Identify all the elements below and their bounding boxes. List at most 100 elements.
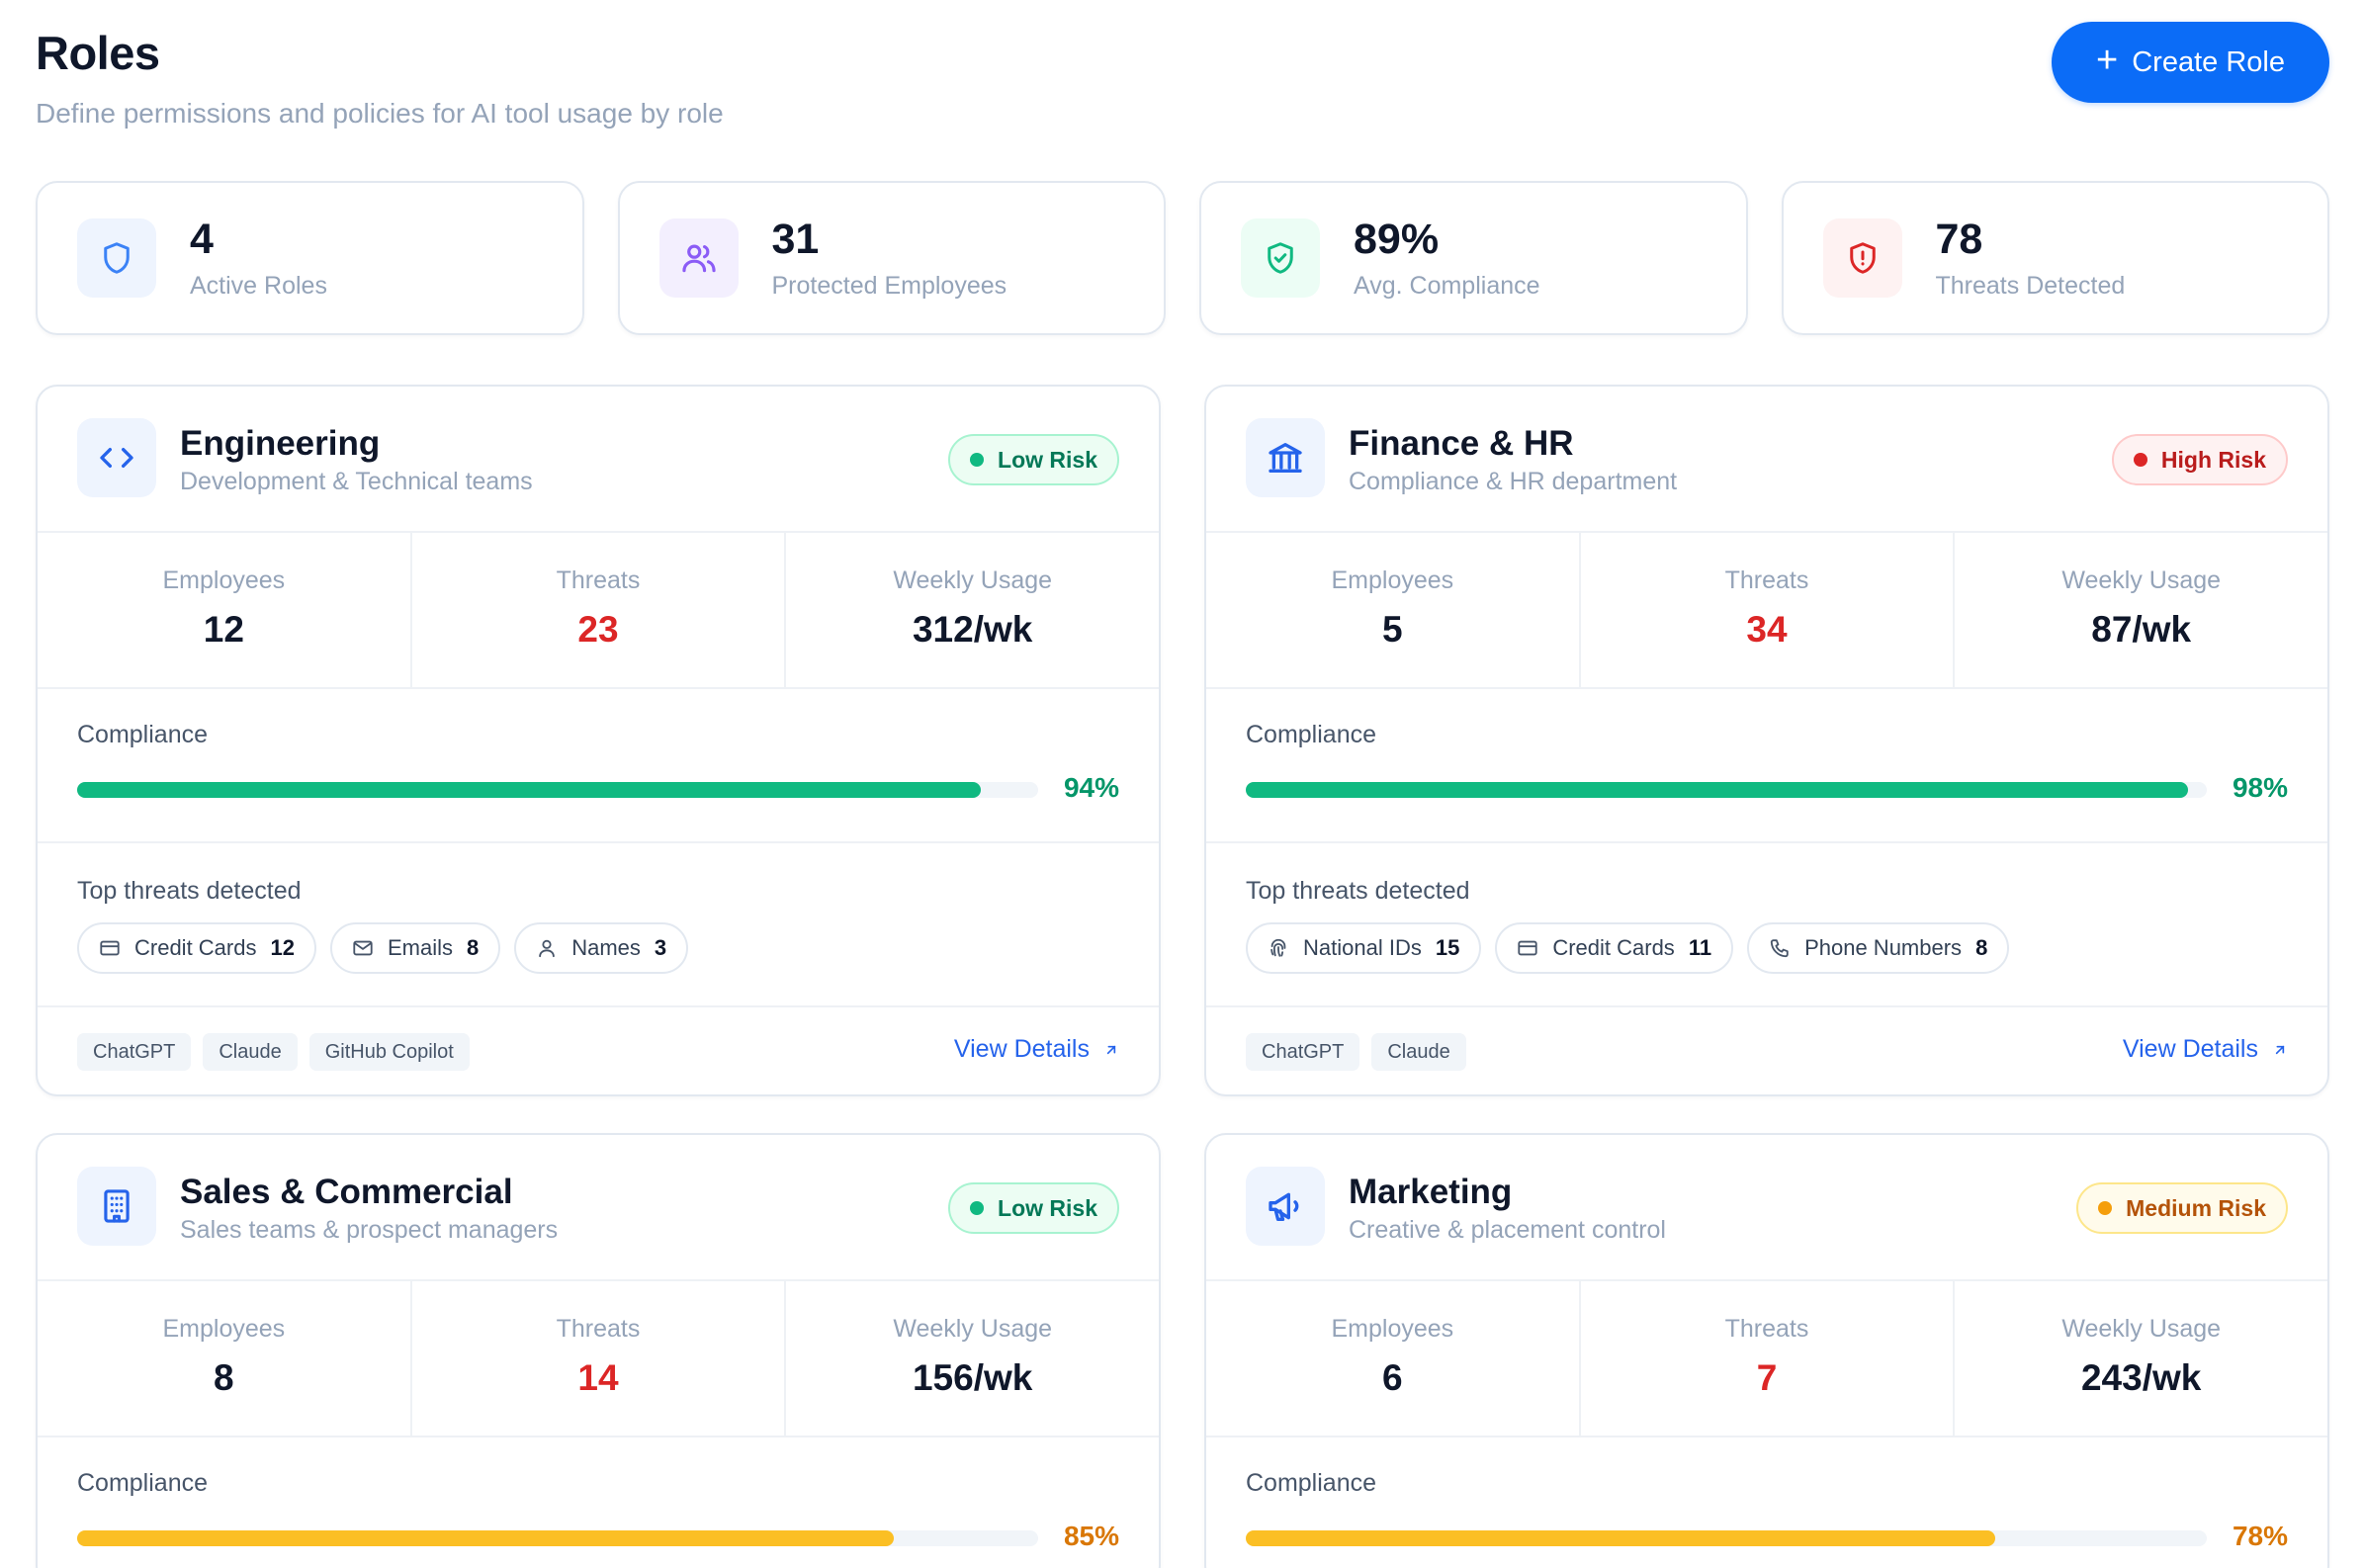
- threat-label: Credit Cards: [1552, 935, 1675, 960]
- metric-threats: Threats 23: [412, 533, 787, 687]
- metric-employees: Employees 6: [1206, 1281, 1581, 1436]
- metric-value: 14: [577, 1357, 619, 1398]
- role-name: Finance & HR: [1349, 424, 1574, 463]
- stat-card-protected-employees: 31 Protected Employees: [617, 181, 1166, 335]
- create-role-label: Create Role: [2132, 45, 2285, 78]
- metric-employees: Employees 8: [38, 1281, 412, 1436]
- compliance-section: Compliance 78%: [1206, 1437, 2327, 1568]
- metric-value: 6: [1382, 1357, 1403, 1398]
- tool-tag: Claude: [203, 1033, 298, 1071]
- threat-chip[interactable]: Phone Numbers 8: [1747, 922, 2010, 974]
- metric-weekly-usage: Weekly Usage 87/wk: [1955, 533, 2327, 687]
- plus-icon: +: [2096, 40, 2119, 81]
- risk-label: Medium Risk: [2126, 1194, 2266, 1221]
- metric-label: Employees: [1331, 566, 1454, 594]
- stat-value: 31: [771, 216, 820, 263]
- compliance-bar: [1246, 1530, 2207, 1546]
- risk-label: Low Risk: [998, 1194, 1097, 1221]
- stat-card-active-roles: 4 Active Roles: [36, 181, 584, 335]
- create-role-button[interactable]: + Create Role: [2052, 22, 2329, 103]
- metric-label: Threats: [1724, 566, 1809, 594]
- threat-count: 3: [654, 935, 667, 960]
- stat-value: 89%: [1354, 216, 1440, 263]
- view-details-link[interactable]: View Details: [954, 1035, 1119, 1064]
- phone-icon: [1770, 939, 1789, 958]
- threat-chip[interactable]: Credit Cards 11: [1495, 922, 1734, 974]
- threat-chip[interactable]: Credit Cards 12: [77, 922, 316, 974]
- top-threats-label: Top threats detected: [77, 877, 302, 905]
- threat-chip[interactable]: Emails 8: [329, 922, 501, 974]
- compliance-percent: 78%: [2232, 1521, 2288, 1551]
- stat-label: Threats Detected: [1935, 272, 2126, 300]
- metric-threats: Threats 14: [412, 1281, 787, 1436]
- compliance-bar: [1246, 782, 2207, 798]
- users-icon: [658, 218, 739, 298]
- stat-value: 78: [1935, 216, 1983, 263]
- threat-chip[interactable]: National IDs 15: [1246, 922, 1482, 974]
- metric-weekly-usage: Weekly Usage 312/wk: [786, 533, 1159, 687]
- metric-employees: Employees 12: [38, 533, 412, 687]
- risk-label: High Risk: [2160, 446, 2266, 473]
- role-card-sales-commercial[interactable]: Sales & Commercial Sales teams & prospec…: [36, 1133, 1161, 1568]
- metric-value: 8: [214, 1357, 234, 1398]
- metric-value: 156/wk: [912, 1357, 1033, 1398]
- code-icon: [77, 418, 156, 497]
- tool-tag: GitHub Copilot: [308, 1033, 470, 1071]
- threat-count: 12: [270, 935, 295, 960]
- stat-value: 4: [190, 216, 214, 263]
- stat-card-avg-compliance: 89% Avg. Compliance: [1199, 181, 1748, 335]
- role-description: Sales teams & prospect managers: [180, 1216, 559, 1244]
- threat-count: 11: [1688, 935, 1712, 960]
- metric-label: Employees: [162, 1315, 286, 1343]
- metric-label: Weekly Usage: [2061, 566, 2222, 594]
- metric-value: 7: [1756, 1357, 1778, 1398]
- mail-icon: [353, 940, 373, 956]
- status-dot: [970, 1201, 985, 1215]
- compliance-label: Compliance: [1246, 1469, 1377, 1497]
- metric-threats: Threats 34: [1581, 533, 1956, 687]
- view-details-link[interactable]: View Details: [2123, 1035, 2288, 1064]
- compliance-bar-fill: [77, 1530, 895, 1546]
- metric-weekly-usage: Weekly Usage 243/wk: [1955, 1281, 2327, 1436]
- role-card-finance-hr[interactable]: Finance & HR Compliance & HR department …: [1204, 385, 2329, 1096]
- threat-count: 15: [1435, 935, 1460, 960]
- role-card-marketing[interactable]: Marketing Creative & placement control M…: [1204, 1133, 2329, 1568]
- risk-badge: High Risk: [2111, 434, 2288, 485]
- status-dot: [970, 453, 985, 467]
- role-description: Development & Technical teams: [180, 468, 533, 495]
- role-name: Marketing: [1349, 1173, 1513, 1211]
- credit-card-icon: [1518, 940, 1537, 956]
- compliance-percent: 85%: [1063, 1521, 1119, 1551]
- stat-label: Protected Employees: [771, 272, 1007, 300]
- compliance-percent: 98%: [2232, 772, 2288, 803]
- metric-threats: Threats 7: [1581, 1281, 1956, 1436]
- metric-value: 243/wk: [2080, 1357, 2202, 1398]
- compliance-section: Compliance 98%: [1206, 689, 2327, 843]
- metric-label: Threats: [1724, 1315, 1809, 1343]
- arrow-up-right-icon: [2275, 1045, 2285, 1054]
- status-dot: [2133, 453, 2147, 467]
- metric-value: 87/wk: [2091, 609, 2192, 650]
- threat-label: National IDs: [1303, 935, 1422, 960]
- role-description: Compliance & HR department: [1349, 468, 1678, 495]
- risk-badge: Low Risk: [948, 434, 1119, 485]
- metric-label: Threats: [556, 1315, 641, 1343]
- ai-tools-list: ChatGPT Claude GitHub Copilot: [77, 1033, 470, 1071]
- bank-icon: [1246, 418, 1325, 497]
- page-header: Roles Define permissions and policies fo…: [36, 22, 2329, 134]
- compliance-bar-fill: [1246, 1530, 1996, 1546]
- metric-label: Weekly Usage: [893, 1315, 1053, 1343]
- threat-label: Phone Numbers: [1804, 935, 1963, 960]
- view-details-label: View Details: [953, 1035, 1090, 1063]
- metric-label: Weekly Usage: [2061, 1315, 2222, 1343]
- role-card-engineering[interactable]: Engineering Development & Technical team…: [36, 385, 1161, 1096]
- compliance-bar: [77, 782, 1038, 798]
- risk-label: Low Risk: [998, 446, 1097, 473]
- tool-tag: Claude: [1371, 1033, 1466, 1071]
- building-icon: [77, 1167, 156, 1246]
- threat-label: Emails: [387, 935, 453, 960]
- role-name: Engineering: [180, 424, 381, 463]
- role-description: Creative & placement control: [1349, 1216, 1666, 1244]
- threat-chip[interactable]: Names 3: [514, 922, 689, 974]
- stat-label: Avg. Compliance: [1354, 272, 1540, 300]
